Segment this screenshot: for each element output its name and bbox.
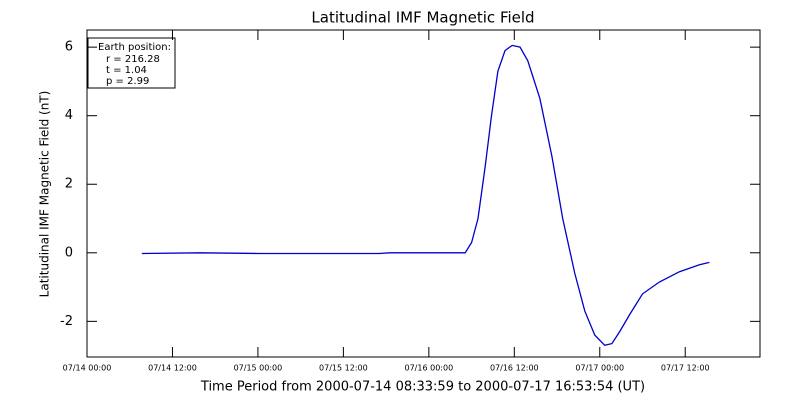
x-tick-label: 07/17 00:00 (575, 364, 624, 373)
annotation: r = 216.28 (106, 54, 160, 65)
x-tick-label: 07/17 12:00 (661, 364, 710, 373)
x-tick-label: 07/16 12:00 (490, 364, 539, 373)
x-axis-label: Time Period from 2000-07-14 08:33:59 to … (200, 380, 645, 395)
plot-frame (86, 29, 761, 358)
chart-title: Latitudinal IMF Magnetic Field (311, 9, 534, 27)
annotation: t = 1.04 (106, 65, 147, 76)
y-tick-label: 4 (65, 108, 73, 123)
x-tick-label: 07/16 00:00 (405, 364, 454, 373)
x-tick-label: 07/14 12:00 (148, 364, 197, 373)
data-line (141, 44, 710, 347)
annotation: p = 2.99 (106, 76, 149, 87)
y-tick-label: 2 (65, 177, 73, 192)
annotation-box (87, 37, 176, 89)
x-tick-label: 07/15 12:00 (319, 364, 368, 373)
y-tick-label: -2 (60, 314, 73, 329)
x-tick-label: 07/14 00:00 (63, 364, 112, 373)
y-tick-label: 6 (65, 40, 73, 55)
annotation: Earth position: (98, 42, 171, 53)
x-tick-label: 07/15 00:00 (234, 364, 283, 373)
y-tick-label: 0 (65, 245, 73, 260)
y-axis-label: Latitudinal IMF Magnetic Field (nT) (38, 91, 52, 298)
